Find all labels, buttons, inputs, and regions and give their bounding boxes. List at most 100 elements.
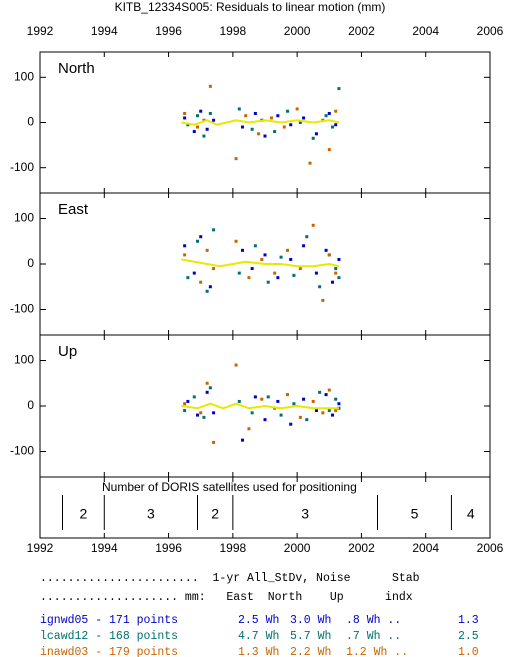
data-point bbox=[208, 111, 212, 115]
table-cell: 5.7 Wh bbox=[290, 630, 331, 643]
data-point bbox=[314, 409, 318, 413]
x-tick-label: 2002 bbox=[348, 541, 375, 555]
data-point bbox=[298, 415, 302, 419]
data-point bbox=[318, 285, 322, 289]
chart-title: KITB_12334S005: Residuals to linear moti… bbox=[115, 0, 386, 14]
data-point bbox=[337, 87, 341, 91]
data-point bbox=[263, 253, 267, 257]
data-point bbox=[260, 397, 264, 401]
data-point bbox=[250, 411, 254, 415]
data-point bbox=[311, 136, 315, 140]
data-point bbox=[199, 235, 203, 239]
data-point bbox=[327, 148, 331, 152]
y-tick-label: -100 bbox=[10, 444, 34, 458]
data-point bbox=[311, 223, 315, 227]
data-point bbox=[192, 271, 196, 275]
data-point bbox=[305, 418, 309, 422]
data-point bbox=[196, 413, 199, 417]
table-cell: 4.7 Wh bbox=[238, 630, 279, 643]
data-point bbox=[183, 402, 187, 406]
data-point bbox=[266, 395, 270, 399]
data-point bbox=[183, 253, 187, 257]
x-tick-label: 2004 bbox=[412, 541, 439, 555]
data-point bbox=[302, 244, 306, 248]
data-point bbox=[276, 114, 280, 118]
data-point bbox=[247, 427, 251, 431]
table-cell: .8 Wh .. bbox=[346, 614, 401, 627]
data-point bbox=[253, 395, 257, 399]
data-point bbox=[276, 399, 280, 403]
data-point bbox=[202, 134, 206, 138]
data-point bbox=[286, 248, 289, 252]
data-point bbox=[234, 239, 238, 243]
data-point bbox=[327, 409, 331, 413]
table-cell: 2.5 bbox=[458, 630, 479, 643]
data-point bbox=[237, 107, 241, 111]
data-point bbox=[266, 280, 270, 284]
data-point bbox=[305, 235, 309, 239]
data-point bbox=[253, 111, 257, 115]
data-point bbox=[276, 276, 280, 280]
data-point bbox=[279, 413, 283, 417]
data-point bbox=[183, 244, 187, 248]
panel-frame bbox=[39, 476, 491, 539]
panel-label: Number of DORIS satellites used for posi… bbox=[102, 480, 357, 494]
data-point bbox=[292, 273, 296, 277]
data-point bbox=[196, 114, 199, 118]
x-tick-label: 2006 bbox=[477, 24, 504, 38]
table-cell: 2.5 Wh bbox=[238, 614, 279, 627]
data-point bbox=[337, 402, 341, 406]
x-tick-label: 1998 bbox=[220, 541, 247, 555]
data-point bbox=[260, 257, 264, 261]
data-point bbox=[241, 248, 244, 252]
x-tick-label: 2006 bbox=[477, 541, 504, 555]
y-tick-label: -100 bbox=[10, 302, 34, 316]
table-cell: 3.0 Wh bbox=[290, 614, 331, 627]
data-point bbox=[311, 399, 315, 403]
data-point bbox=[292, 402, 296, 406]
data-point bbox=[186, 123, 190, 127]
data-point bbox=[298, 121, 302, 124]
table-cell: .7 Wh .. bbox=[346, 630, 401, 643]
data-point bbox=[257, 132, 261, 136]
x-tick-label: 1996 bbox=[155, 541, 182, 555]
data-point bbox=[286, 109, 289, 113]
data-point bbox=[308, 161, 312, 165]
data-point bbox=[253, 244, 257, 248]
data-point bbox=[331, 413, 334, 417]
data-point bbox=[263, 134, 267, 138]
data-point bbox=[212, 267, 216, 271]
data-point bbox=[295, 107, 299, 111]
data-point bbox=[208, 84, 212, 88]
y-tick-label: 0 bbox=[27, 256, 34, 270]
y-tick-label: 100 bbox=[14, 211, 34, 225]
data-point bbox=[314, 271, 318, 275]
data-point bbox=[331, 125, 334, 129]
data-point bbox=[334, 123, 338, 127]
table-cell: 1.3 bbox=[458, 614, 479, 627]
x-tick-label: 1998 bbox=[220, 24, 247, 38]
trend-line bbox=[181, 119, 340, 126]
data-point bbox=[183, 111, 187, 115]
segment-count: 4 bbox=[467, 506, 475, 522]
panel-label: Up bbox=[58, 343, 77, 360]
data-point bbox=[202, 415, 206, 419]
panel-frame bbox=[39, 51, 491, 194]
data-point bbox=[205, 289, 209, 293]
y-tick-label: 0 bbox=[27, 398, 34, 412]
y-tick-label: 100 bbox=[14, 353, 34, 367]
data-point bbox=[327, 253, 331, 257]
x-tick-label: 2000 bbox=[284, 24, 311, 38]
data-point bbox=[263, 418, 267, 422]
y-tick-label: 100 bbox=[14, 69, 34, 83]
x-tick-label: 2004 bbox=[412, 24, 439, 38]
data-point bbox=[321, 411, 325, 415]
data-point bbox=[247, 276, 251, 280]
data-point bbox=[269, 116, 273, 120]
data-point bbox=[199, 109, 203, 113]
data-point bbox=[234, 363, 238, 367]
data-point bbox=[289, 422, 293, 426]
data-point bbox=[183, 409, 187, 413]
data-point bbox=[250, 127, 254, 131]
data-point bbox=[324, 114, 328, 118]
